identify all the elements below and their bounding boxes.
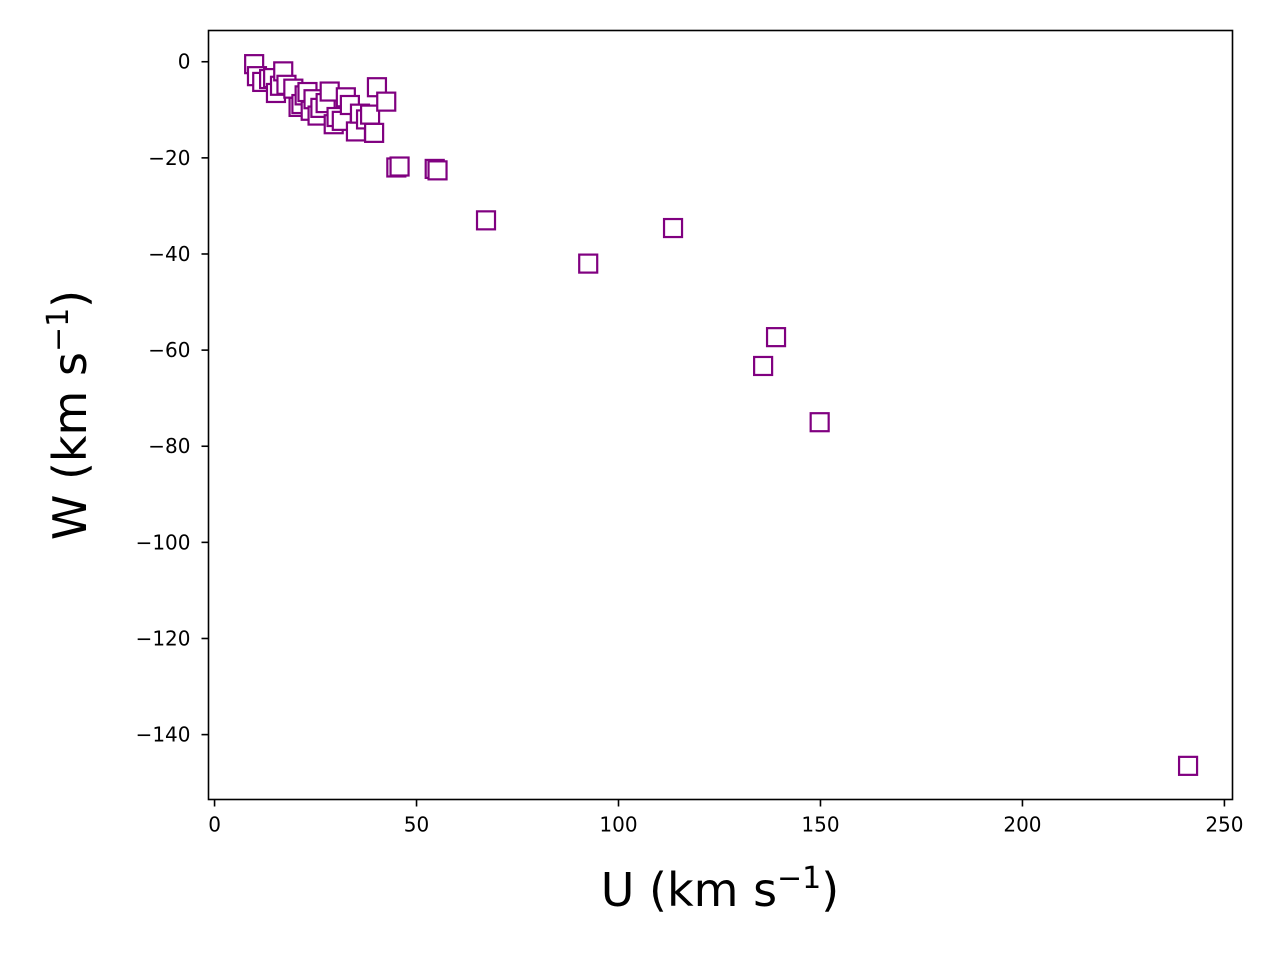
plot-frame	[207, 29, 1234, 801]
y-tick-label: −80	[148, 434, 190, 458]
data-points	[244, 54, 1199, 776]
x-axis-title-superscript: −1	[777, 861, 821, 896]
data-point	[578, 253, 599, 274]
y-axis-ticks: 0 −20 −40 −60 −80 −100 −120 −140	[136, 50, 209, 747]
y-axis-title-close: )	[43, 290, 97, 308]
x-tick-label: 150	[801, 813, 839, 837]
data-point	[1177, 755, 1199, 776]
y-tick-label: −120	[136, 626, 191, 650]
y-axis-title-superscript: −1	[41, 308, 76, 352]
x-tick-label: 100	[599, 813, 637, 837]
y-tick-label: −140	[136, 723, 191, 747]
data-point	[662, 217, 684, 239]
x-tick-label: 50	[404, 813, 429, 837]
x-tick-label: 0	[208, 813, 221, 837]
data-point	[753, 355, 774, 377]
data-point	[765, 327, 787, 348]
data-point	[809, 412, 830, 433]
y-tick-label: −60	[148, 338, 190, 362]
x-axis-ticks: 0 50 100 150 200 250	[208, 799, 1244, 837]
data-point	[376, 91, 397, 112]
y-tick-label: −20	[148, 146, 190, 170]
y-axis-title: W (km s−1)	[41, 290, 97, 540]
y-tick-label: −100	[136, 530, 191, 554]
x-axis-title-close: )	[821, 863, 839, 917]
data-point	[427, 160, 448, 181]
y-tick-label: 0	[178, 50, 191, 74]
x-tick-label: 200	[1003, 813, 1041, 837]
x-axis-title: U (km s−1)	[601, 861, 839, 917]
y-axis-title-main: W (km s	[43, 352, 97, 540]
x-axis-title-main: U (km s	[601, 863, 777, 917]
x-tick-label: 250	[1205, 813, 1243, 837]
y-tick-label: −40	[148, 242, 190, 266]
data-point	[364, 122, 385, 143]
data-point	[475, 210, 497, 231]
data-point	[389, 156, 410, 177]
